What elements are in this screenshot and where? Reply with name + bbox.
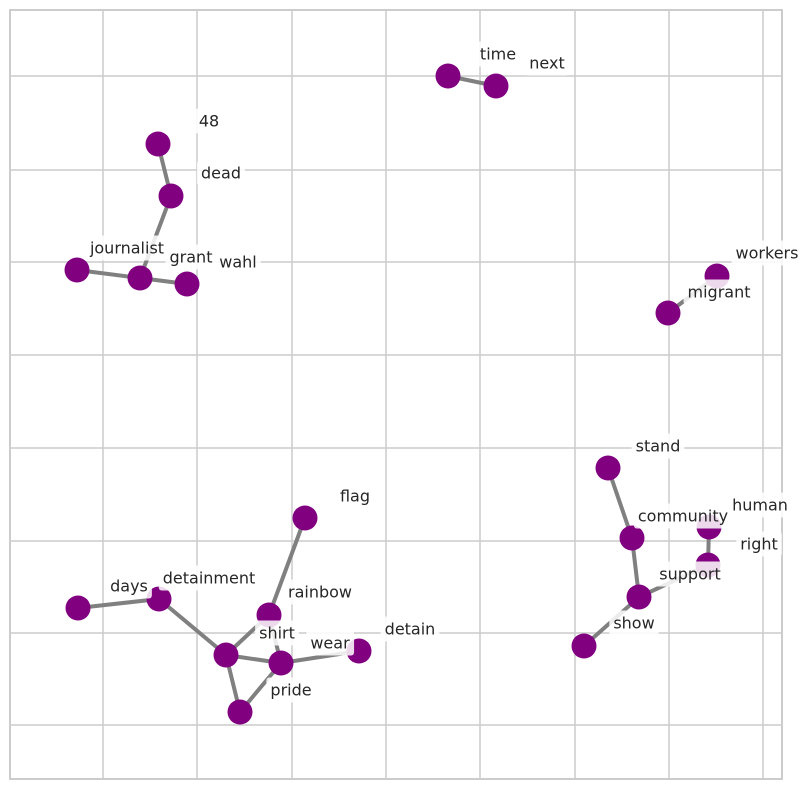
node-label-group-human: human [728,492,792,518]
node-support[interactable] [626,584,652,610]
node-label-background [380,616,440,642]
node-detainment[interactable] [146,586,172,612]
node-label-group-flag: flag [335,483,375,509]
node-label-grant: grant [170,248,213,267]
node-label-background [525,50,569,76]
node-label-stand: stand [636,437,681,456]
node-wahl[interactable] [174,271,200,297]
node-label-group-rainbow: rainbow [284,579,356,605]
node-label-wear: wear [310,634,350,653]
node-label-group-days: days [106,573,152,599]
node-label-group-migrant: migrant [683,279,755,305]
node-label-detain: detain [385,620,436,639]
node-label-show: show [613,614,654,633]
node-label-background [84,235,169,261]
node-dead[interactable] [158,183,184,209]
node-label-group-stand: stand [631,433,685,459]
node-label-background [194,108,224,134]
node-stand[interactable] [595,455,621,481]
node-label-right: right [740,535,778,554]
node-grant[interactable] [127,265,153,291]
node-label-workers: workers [736,244,799,263]
node-bottom[interactable] [227,699,253,725]
node-label-group-pride: pride [266,677,316,703]
node-days[interactable] [65,595,91,621]
node-label-background [609,610,659,636]
node-label-background [631,433,685,459]
node-label-wahl: wahl [219,253,256,272]
node-label-support: support [659,565,720,584]
node-community[interactable] [619,525,645,551]
node-label-human: human [732,496,788,515]
node-label-background [284,579,356,605]
node-label-background [728,492,792,518]
node-label-group-show: show [609,610,659,636]
node-label-group-journalist: journalist [84,235,169,261]
node-label-background [335,483,375,509]
node-migrant[interactable] [655,300,681,326]
node-label-journalist: journalist [89,239,164,258]
node-label-group-community: community [633,503,733,529]
node-label-shirt: shirt [259,624,295,643]
node-label-background [683,279,755,305]
node-label-group-support: support [655,561,725,587]
node-label-community: community [638,507,728,526]
node-48[interactable] [145,131,171,157]
edge-days-detainment [76,597,161,610]
node-label-group-workers: workers [731,240,803,266]
edge-flag-rainbow [267,516,307,617]
node-label-group-time: time [475,41,521,67]
plot-frame [9,9,783,780]
node-label-detainment: detainment [163,569,256,588]
node-label-background [633,503,733,529]
plot-background [10,10,782,779]
node-label-background [655,561,725,587]
node-label-group-detainment: detainment [158,565,260,591]
node-label-background [306,630,355,656]
node-label-background [106,573,152,599]
node-label-group-wahl: wahl [215,249,261,275]
node-time[interactable] [435,63,461,89]
node-label-pride: pride [270,681,311,700]
node-label-group-wear: wear [306,630,355,656]
node-label-background [736,531,782,557]
node-label-next: next [529,54,564,73]
node-hub[interactable] [213,642,239,668]
node-show[interactable] [571,633,597,659]
node-label-group-next: next [525,50,569,76]
labels-layer: 48 dead grant journalist wahl time next workers… [84,41,803,703]
node-label-group-shirt: shirt [255,620,299,646]
node-label-days: days [110,577,148,596]
node-label-background [197,160,245,186]
node-label-migrant: migrant [688,283,751,302]
edge-detainment-hub [157,597,228,657]
node-label-flag: flag [340,487,370,506]
node-label-background [255,620,299,646]
node-wear[interactable] [268,650,294,676]
node-label-dead: dead [201,164,241,183]
node-label-background [731,240,803,266]
node-label-background [165,244,217,270]
node-next[interactable] [483,73,509,99]
node-label-group-dead: dead [197,160,245,186]
node-label-group-right: right [736,531,782,557]
node-label-group-grant: grant [165,244,217,270]
node-journalist[interactable] [64,257,90,283]
node-label-time: time [480,45,516,64]
node-label-48: 48 [199,112,219,131]
node-flag[interactable] [292,505,318,531]
node-label-background [158,565,260,591]
node-label-group-48: 48 [194,108,224,134]
node-label-background [475,41,521,67]
node-label-background [215,249,261,275]
node-label-rainbow: rainbow [288,583,352,602]
node-label-group-detain: detain [380,616,440,642]
node-label-background [266,677,316,703]
